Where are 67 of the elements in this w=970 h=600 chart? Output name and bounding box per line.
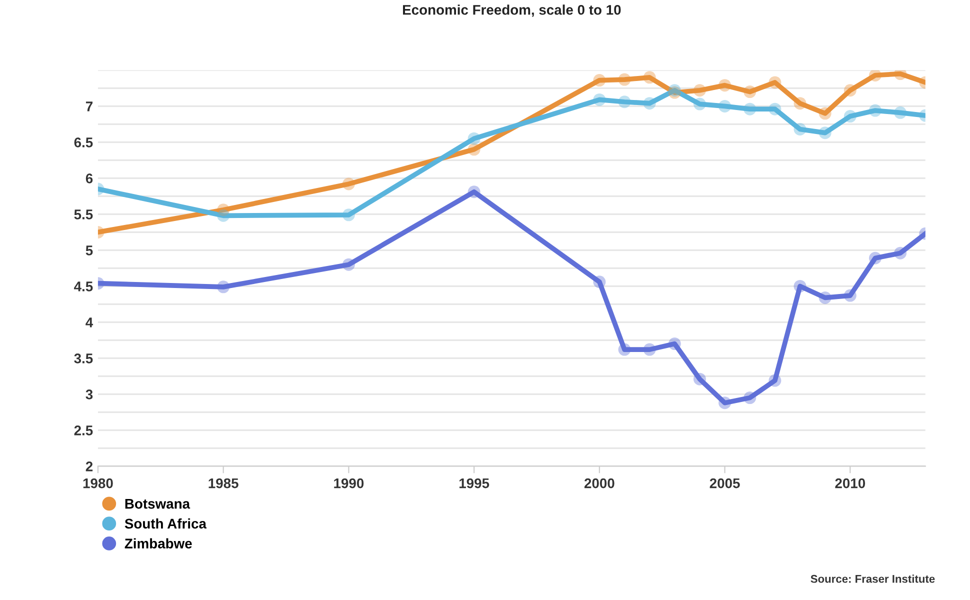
point <box>768 76 782 89</box>
point <box>217 209 230 222</box>
point <box>468 143 480 156</box>
x-tick-label: 1985 <box>208 478 238 488</box>
point <box>468 132 480 145</box>
y-tick-label: 4.5 <box>74 282 93 292</box>
point <box>744 392 756 404</box>
point <box>693 372 706 386</box>
point <box>342 178 355 190</box>
point <box>794 280 806 292</box>
point <box>768 102 782 116</box>
y-tick-label: 5.5 <box>74 210 93 220</box>
point <box>593 74 606 87</box>
point <box>868 70 882 82</box>
point <box>668 338 681 350</box>
point <box>844 110 856 123</box>
y-tick-label: 5 <box>86 246 93 256</box>
y-tick-label: 7 <box>86 102 92 112</box>
point <box>618 96 631 108</box>
point <box>818 107 832 120</box>
point <box>593 93 606 106</box>
point <box>643 343 656 356</box>
point <box>894 106 907 119</box>
point <box>693 98 706 110</box>
point <box>744 86 756 98</box>
y-tick-label: 2 <box>86 462 93 472</box>
point <box>693 84 706 97</box>
point <box>718 79 732 92</box>
x-tick-label: 2010 <box>835 478 866 488</box>
x-tick-label: 2005 <box>710 478 740 488</box>
point <box>593 276 606 288</box>
legend-label: South Africa <box>124 518 207 529</box>
y-tick-label: 2.5 <box>74 426 93 436</box>
point <box>844 84 856 97</box>
y-tick-label: 6.5 <box>74 138 93 148</box>
point <box>768 374 782 387</box>
y-tick-label: 4 <box>86 318 94 328</box>
point <box>618 343 631 356</box>
point <box>794 122 806 136</box>
point <box>718 100 732 112</box>
point <box>718 396 732 410</box>
x-tick-label: 1995 <box>459 478 490 488</box>
point <box>643 97 656 110</box>
point <box>794 97 806 110</box>
chart-title: Economic Freedom, scale 0 to 10 <box>403 4 621 17</box>
y-tick-label: 3 <box>86 390 93 400</box>
y-tick-label: 3.5 <box>74 354 93 364</box>
x-tick-label: 1980 <box>83 478 113 488</box>
point <box>818 126 832 140</box>
point <box>643 71 656 84</box>
y-tick-label: 6 <box>86 174 93 184</box>
point <box>818 291 832 304</box>
legend-label: Botswana <box>125 499 190 509</box>
point <box>618 73 631 86</box>
point <box>868 104 882 117</box>
point <box>868 252 882 264</box>
point <box>217 280 230 294</box>
point <box>844 289 856 302</box>
point <box>894 246 907 260</box>
legend-label: Zimbabwe <box>124 538 192 548</box>
point <box>744 102 756 116</box>
x-tick-label: 2000 <box>584 478 614 488</box>
point <box>342 208 355 222</box>
x-tick-label: 1990 <box>334 478 364 488</box>
source-note: Source: Fraser Institute <box>810 574 935 583</box>
point <box>342 258 355 271</box>
point <box>468 186 480 198</box>
